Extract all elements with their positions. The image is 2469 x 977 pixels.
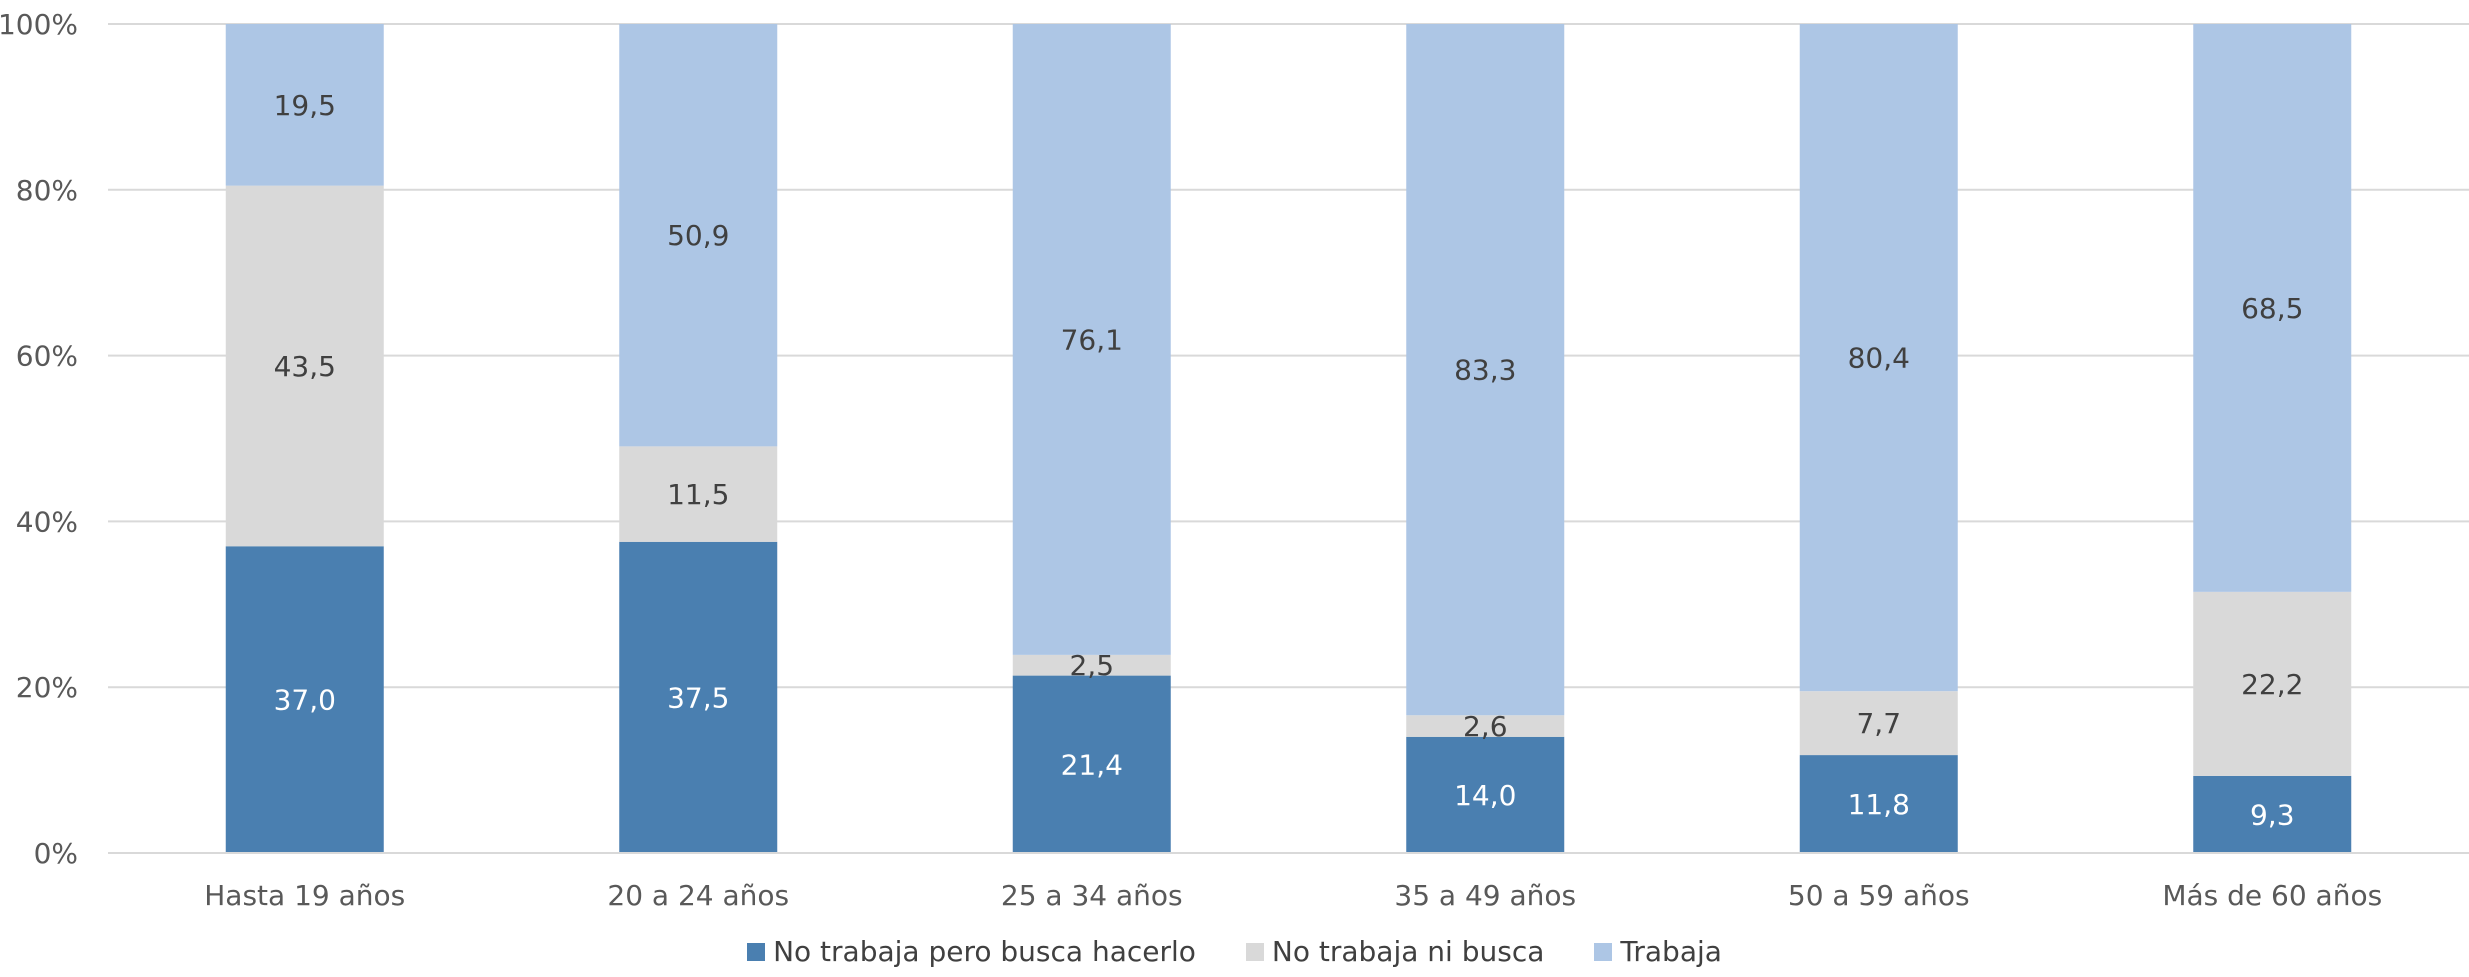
data-label: 21,4 bbox=[1061, 748, 1123, 781]
y-tick-label: 60% bbox=[16, 340, 78, 373]
bar-segment bbox=[1406, 736, 1565, 853]
bar-segment bbox=[1012, 675, 1171, 853]
y-tick-label: 40% bbox=[16, 505, 78, 538]
data-label: 11,5 bbox=[667, 478, 729, 511]
data-label: 14,0 bbox=[1454, 779, 1516, 812]
bar-segment bbox=[1406, 24, 1565, 716]
y-tick-label: 100% bbox=[0, 8, 78, 41]
data-label: 2,5 bbox=[1069, 649, 1114, 682]
x-category-label: 50 a 59 años bbox=[1788, 879, 1970, 912]
chart-legend: No trabaja pero busca hacerlo No trabaja … bbox=[0, 935, 2469, 968]
data-label: 68,5 bbox=[2241, 292, 2303, 325]
bar-segment bbox=[619, 446, 778, 542]
bar-segment bbox=[225, 24, 384, 186]
bar-segment bbox=[619, 541, 778, 853]
bar-segment bbox=[1012, 24, 1171, 655]
x-category-label: 25 a 34 años bbox=[1001, 879, 1183, 912]
y-tick-label: 0% bbox=[34, 837, 78, 870]
data-label: 2,6 bbox=[1463, 710, 1508, 743]
data-label: 22,2 bbox=[2241, 668, 2303, 701]
x-category-label: 35 a 49 años bbox=[1394, 879, 1576, 912]
data-label: 37,0 bbox=[274, 684, 336, 717]
x-category-label: Más de 60 años bbox=[2162, 879, 2382, 912]
bar-segment bbox=[2193, 24, 2352, 592]
bar-segment bbox=[1406, 715, 1565, 737]
bar-segment bbox=[1012, 654, 1171, 676]
legend-swatch bbox=[1245, 942, 1264, 961]
legend-swatch bbox=[747, 942, 766, 961]
data-label: 80,4 bbox=[1848, 342, 1910, 375]
data-label: 76,1 bbox=[1061, 323, 1123, 356]
bar-segment bbox=[1799, 24, 1958, 692]
data-label: 43,5 bbox=[274, 350, 336, 383]
legend-label: No trabaja pero busca hacerlo bbox=[773, 935, 1196, 968]
data-label: 37,5 bbox=[667, 681, 729, 714]
y-tick-label: 80% bbox=[16, 174, 78, 207]
x-category-label: 20 a 24 años bbox=[607, 879, 789, 912]
legend-item: Trabaja bbox=[1594, 935, 1722, 968]
legend-label: No trabaja ni busca bbox=[1271, 935, 1545, 968]
legend-swatch bbox=[1594, 942, 1613, 961]
legend-item: No trabaja pero busca hacerlo bbox=[747, 935, 1196, 968]
bar-segment bbox=[2193, 591, 2352, 776]
data-label: 11,8 bbox=[1848, 788, 1910, 821]
data-label: 83,3 bbox=[1454, 354, 1516, 387]
y-tick-label: 20% bbox=[16, 671, 78, 704]
data-label: 19,5 bbox=[274, 89, 336, 122]
bar-segment bbox=[225, 185, 384, 547]
bar-segment bbox=[2193, 775, 2352, 853]
data-label: 9,3 bbox=[2250, 798, 2295, 831]
legend-label: Trabaja bbox=[1620, 935, 1722, 968]
data-label: 50,9 bbox=[667, 219, 729, 252]
bar-segment bbox=[1799, 691, 1958, 756]
data-label: 7,7 bbox=[1856, 707, 1901, 740]
x-category-label: Hasta 19 años bbox=[204, 879, 405, 912]
bar-segment bbox=[225, 546, 384, 853]
bar-segment bbox=[619, 24, 778, 447]
legend-item: No trabaja ni busca bbox=[1245, 935, 1545, 968]
bar-segment bbox=[1799, 755, 1958, 853]
